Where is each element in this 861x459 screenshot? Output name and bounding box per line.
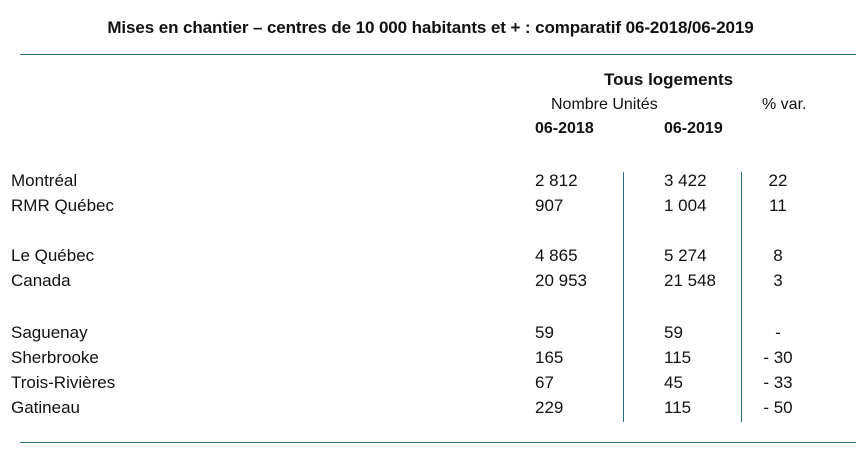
row-variation: - 30 <box>763 348 793 367</box>
bottom-rule <box>20 442 856 443</box>
table-row: Sherbrooke 165 115 - 30 <box>0 348 861 372</box>
row-value-2019: 1 004 <box>664 196 707 215</box>
header-group-label: Tous logements <box>604 70 734 89</box>
row-name: Sherbrooke <box>11 348 99 367</box>
row-variation: 11 <box>769 196 787 215</box>
row-name: Saguenay <box>11 323 88 342</box>
row-value-2018: 2 812 <box>535 171 578 190</box>
row-name: Gatineau <box>11 398 80 417</box>
row-value-2019: 115 <box>664 398 692 417</box>
column-divider-2019 <box>623 172 624 422</box>
table-row: Le Québec 4 865 5 274 8 <box>0 246 861 270</box>
header-variation-label: % var. <box>762 96 807 113</box>
row-value-2019: 115 <box>664 348 692 367</box>
row-value-2018: 59 <box>535 323 554 342</box>
row-value-2018: 20 953 <box>535 271 587 290</box>
row-name: Trois-Rivières <box>11 373 116 392</box>
header-col-2018: 06-2018 <box>535 120 594 137</box>
row-value-2018: 907 <box>535 196 564 215</box>
row-value-2019: 45 <box>664 373 683 392</box>
table-row: Trois-Rivières 67 45 - 33 <box>0 373 861 397</box>
table-row: Montréal 2 812 3 422 22 <box>0 171 861 195</box>
row-name: Le Québec <box>11 246 95 265</box>
header-col-2019: 06-2019 <box>664 120 723 137</box>
row-value-2018: 4 865 <box>535 246 578 265</box>
row-value-2018: 67 <box>535 373 554 392</box>
row-value-2018: 165 <box>535 348 564 367</box>
table-row: Saguenay 59 59 - <box>0 323 861 347</box>
row-name: Canada <box>11 271 71 290</box>
row-variation: - <box>775 323 781 342</box>
table-row: Canada 20 953 21 548 3 <box>0 271 861 295</box>
row-variation: - 50 <box>763 398 793 417</box>
top-rule <box>20 54 856 55</box>
row-value-2019: 5 274 <box>664 246 707 265</box>
row-name: Montréal <box>11 171 78 190</box>
row-value-2019: 21 548 <box>664 271 716 290</box>
row-variation: 8 <box>773 246 783 265</box>
table-row: RMR Québec 907 1 004 11 <box>0 196 861 220</box>
row-value-2019: 59 <box>664 323 683 342</box>
row-name: RMR Québec <box>11 196 114 215</box>
table-row: Gatineau 229 115 - 50 <box>0 398 861 422</box>
row-variation: 22 <box>768 171 788 190</box>
row-value-2019: 3 422 <box>664 171 707 190</box>
header-units-label: Nombre Unités <box>551 96 658 113</box>
row-value-2018: 229 <box>535 398 564 417</box>
table-title: Mises en chantier – centres de 10 000 ha… <box>107 18 754 37</box>
row-variation: 3 <box>773 271 783 290</box>
row-variation: - 33 <box>763 373 793 392</box>
column-divider-variation <box>741 172 742 422</box>
